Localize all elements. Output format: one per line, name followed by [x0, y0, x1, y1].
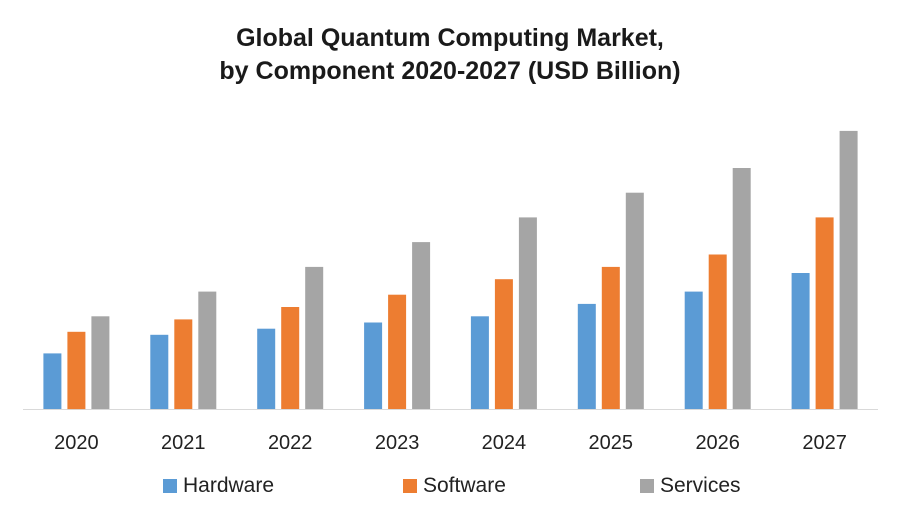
x-tick-label-2023: 2023: [375, 432, 420, 454]
bar-hardware-2023: [364, 322, 383, 409]
bar-software-2027: [815, 217, 834, 409]
bar-hardware-2027: [791, 273, 810, 409]
x-tick-label-2025: 2025: [589, 432, 634, 454]
bar-hardware-2020: [43, 353, 62, 409]
bar-services-2025: [625, 192, 644, 409]
bar-hardware-2026: [684, 291, 703, 409]
bar-services-2027: [839, 130, 858, 409]
bar-software-2026: [708, 254, 727, 409]
x-tick-label-2020: 2020: [54, 432, 99, 454]
bar-software-2022: [281, 307, 300, 409]
legend-swatch-services: [640, 479, 654, 493]
legend-swatch-software: [403, 479, 417, 493]
bar-software-2023: [388, 294, 407, 409]
x-tick-label-2024: 2024: [482, 432, 527, 454]
x-tick-label-2026: 2026: [695, 432, 740, 454]
bar-services-2020: [91, 316, 110, 409]
x-tick-label-2027: 2027: [802, 432, 847, 454]
bar-hardware-2022: [257, 328, 276, 409]
chart-title-line2: by Component 2020-2027 (USD Billion): [219, 57, 681, 85]
chart-title-line1: Global Quantum Computing Market,: [236, 24, 664, 52]
legend-label-software: Software: [423, 474, 506, 497]
legend-item-services: Services: [640, 474, 741, 498]
legend-item-software: Software: [403, 474, 506, 498]
bar-hardware-2024: [470, 316, 489, 409]
chart-title: Global Quantum Computing Market, by Comp…: [0, 22, 900, 88]
bar-software-2020: [67, 331, 86, 410]
legend-item-hardware: Hardware: [163, 474, 274, 498]
bar-hardware-2021: [150, 334, 169, 409]
bar-software-2025: [601, 266, 620, 409]
bar-services-2022: [305, 266, 324, 409]
legend-label-services: Services: [660, 474, 741, 497]
bar-hardware-2025: [577, 303, 596, 409]
bar-services-2024: [518, 217, 537, 409]
x-tick-label-2021: 2021: [161, 432, 206, 454]
bar-software-2021: [174, 319, 193, 409]
bar-services-2021: [198, 291, 217, 409]
bar-services-2026: [732, 168, 751, 409]
legend-label-hardware: Hardware: [183, 474, 275, 497]
bar-services-2023: [412, 242, 431, 409]
chart-legend: Hardware Software Services: [0, 474, 900, 500]
legend-swatch-hardware: [163, 479, 177, 493]
bar-software-2024: [494, 279, 513, 409]
x-tick-label-2022: 2022: [268, 432, 313, 454]
